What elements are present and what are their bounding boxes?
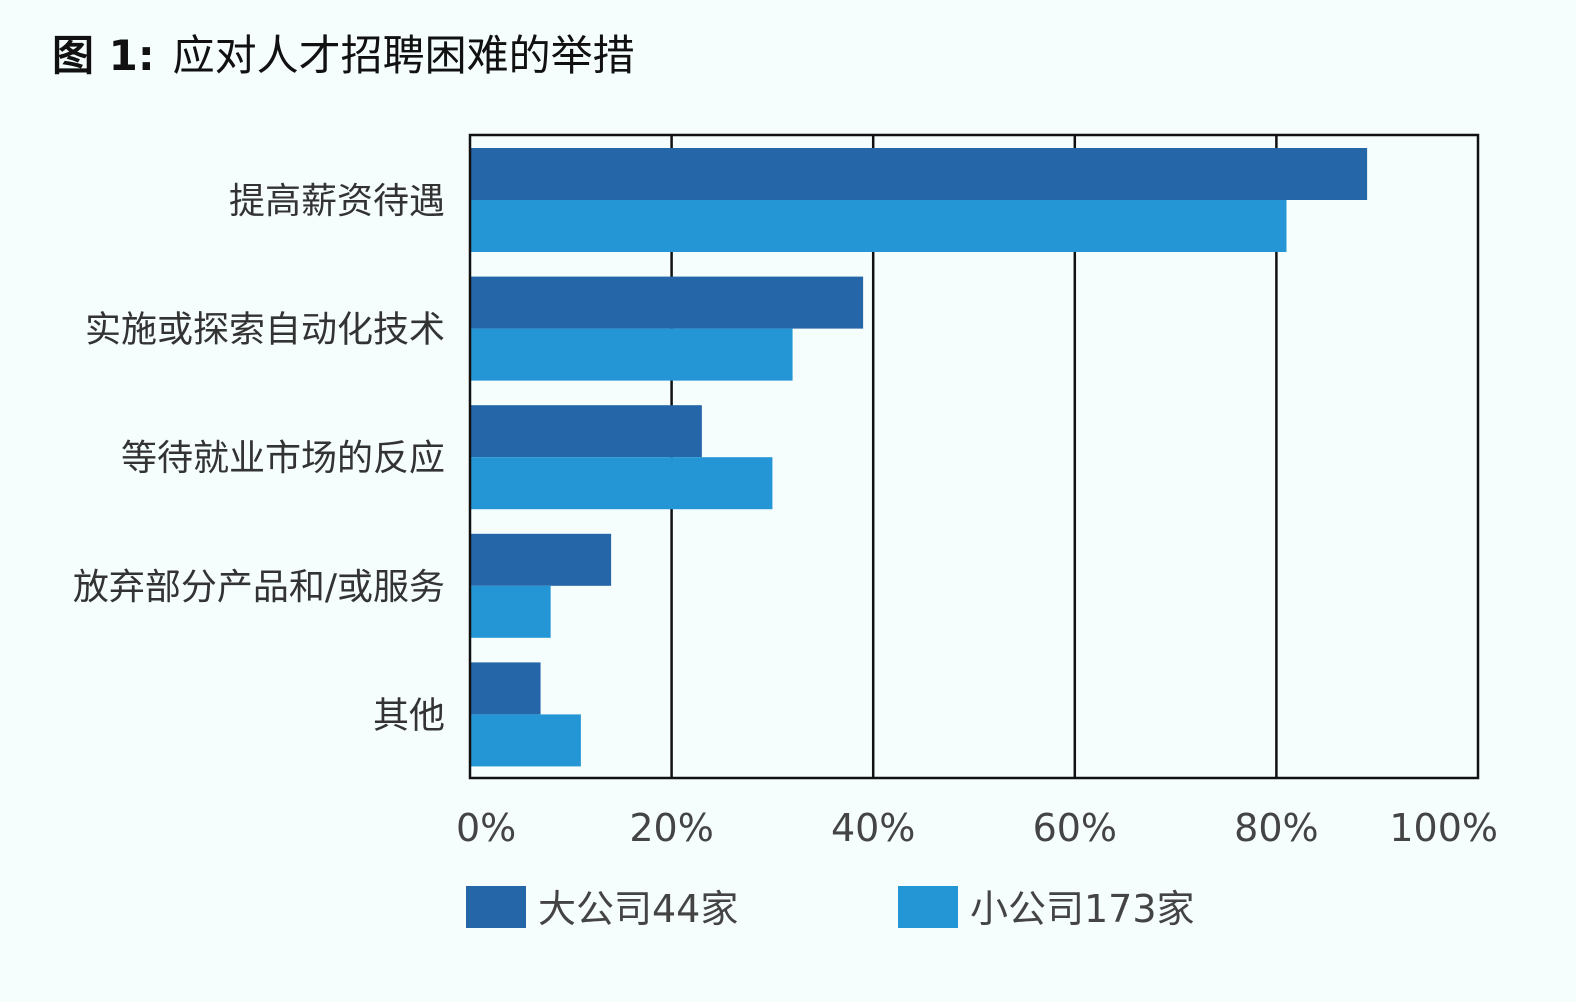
legend-swatch (898, 886, 958, 928)
x-tick-label: 80% (1234, 806, 1318, 850)
plot-frame (468, 133, 1480, 780)
x-tick-label: 40% (831, 806, 915, 850)
legend-label: 小公司173家 (970, 887, 1195, 931)
x-tick-labels: 0% 20% 40% 60% 80% 100% (456, 806, 1498, 850)
x-tick-label: 60% (1033, 806, 1117, 850)
bar (470, 662, 541, 715)
category-label: 等待就业市场的反应 (121, 438, 445, 479)
x-tick-label: 20% (629, 806, 713, 850)
title-prefix: 图 1: (52, 31, 155, 80)
legend: 大公司44家 小公司173家 (466, 886, 1195, 931)
bar (470, 457, 773, 510)
category-label: 提高薪资待遇 (229, 181, 445, 222)
x-tick-label: 100% (1389, 806, 1498, 850)
bar (470, 714, 581, 767)
bar (470, 200, 1287, 252)
title-text: 应对人才招聘困难的举措 (173, 31, 635, 80)
bars (470, 148, 1368, 767)
chart-title: 图 1: 应对人才招聘困难的举措 (52, 31, 635, 80)
legend-swatch (466, 886, 526, 928)
bar (470, 533, 612, 586)
bar (470, 585, 551, 638)
bar (470, 328, 793, 381)
bar (470, 148, 1368, 200)
legend-label: 大公司44家 (538, 887, 738, 931)
bar (470, 276, 864, 329)
plot-border (468, 133, 1480, 780)
bar (470, 405, 702, 458)
category-label: 其他 (373, 695, 445, 736)
category-label: 放弃部分产品和/或服务 (73, 567, 445, 608)
category-label: 实施或探索自动化技术 (85, 310, 445, 351)
x-tick-label: 0% (456, 806, 516, 850)
